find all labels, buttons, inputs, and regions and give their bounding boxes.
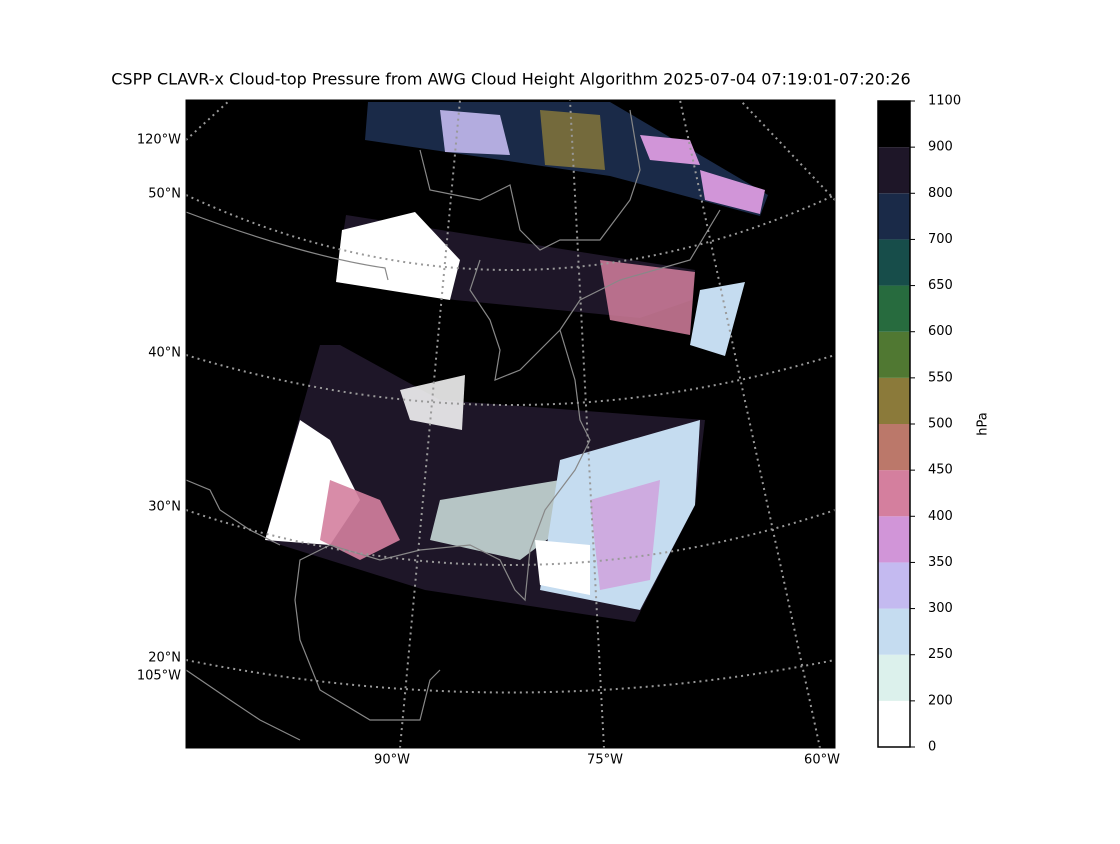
colorbar-tick-label: 700 — [928, 232, 953, 247]
colorbar-bin — [878, 377, 910, 424]
lon-label: 75°W — [587, 753, 623, 768]
colorbar-label: hPa — [976, 412, 991, 435]
colorbar-tick-label: 250 — [928, 647, 953, 662]
colorbar-tick-label: 400 — [928, 509, 953, 524]
colorbar-bin — [878, 285, 910, 332]
colorbar-bin — [878, 424, 910, 471]
map-labels: 50°N 40°N 30°N 20°N 120°W 105°W 90°W 75°W 60°W — [137, 133, 840, 768]
colorbar-bin — [878, 239, 910, 286]
title: CSPP CLAVR-x Cloud-top Pressure from AWG… — [111, 70, 910, 89]
colorbar-bin — [878, 470, 910, 517]
lat-label: 40°N — [148, 346, 181, 361]
colorbar-tick-label: 1100 — [928, 94, 961, 109]
colorbar-tick-label: 0 — [928, 740, 936, 755]
colorbar-tick-label: 450 — [928, 463, 953, 478]
colorbar-tick-label: 550 — [928, 370, 953, 385]
colorbar-tick-label: 600 — [928, 324, 953, 339]
colorbar-bin — [878, 562, 910, 609]
colorbar-tick-label: 650 — [928, 278, 953, 293]
colorbar-bin — [878, 101, 910, 148]
colorbar-tick-label: 350 — [928, 555, 953, 570]
colorbar-bin — [878, 700, 910, 747]
colorbar-tick-label: 200 — [928, 693, 953, 708]
lon-label: 120°W — [137, 133, 181, 148]
lat-label: 50°N — [148, 187, 181, 202]
lon-label: 60°W — [804, 753, 840, 768]
colorbar-bin — [878, 516, 910, 563]
colorbar-bin — [878, 147, 910, 194]
map — [186, 100, 835, 748]
lon-label: 105°W — [137, 669, 181, 684]
colorbar-tick-label: 800 — [928, 186, 953, 201]
map-frame — [185, 99, 836, 749]
coastlines — [186, 109, 721, 741]
colorbar-tick-label: 500 — [928, 417, 953, 432]
graticule — [186, 100, 835, 748]
colorbar-tick-label: 900 — [928, 140, 953, 155]
colorbar-bin — [878, 654, 910, 701]
colorbar-bin — [878, 193, 910, 240]
lat-label: 20°N — [148, 651, 181, 666]
colorbar-tick-label: 300 — [928, 601, 953, 616]
lat-label: 30°N — [148, 500, 181, 515]
colorbar-bin — [878, 331, 910, 378]
colorbar: 0 200 250 300 350 400 450 500 550 600 650 700 800 900… — [877, 94, 991, 755]
satellite-swaths — [265, 102, 768, 622]
lon-label: 90°W — [374, 753, 410, 768]
colorbar-bin — [878, 608, 910, 655]
